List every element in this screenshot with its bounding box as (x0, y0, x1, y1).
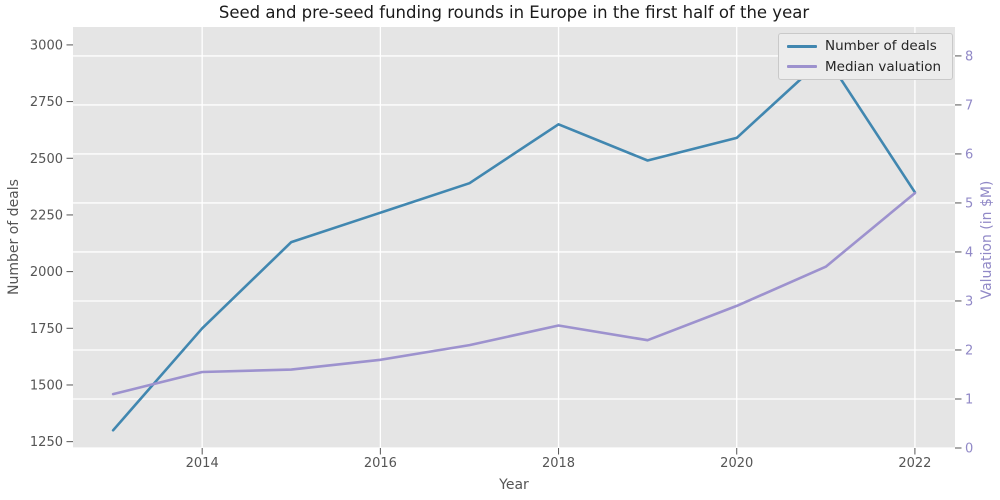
legend-entry-deals: Number of deals (787, 36, 944, 56)
valuation-line-swatch (787, 65, 817, 68)
x-tick-label: 2018 (542, 456, 575, 471)
right-tick-label: 1 (965, 393, 973, 408)
plot-area (73, 27, 955, 448)
deals-line-swatch (787, 45, 817, 48)
right-tick-label: 7 (965, 98, 973, 113)
left-tick-label: 1250 (30, 435, 63, 450)
left-tick-label: 2000 (30, 265, 63, 280)
right-tick-label: 2 (965, 344, 973, 359)
x-tick-label: 2016 (364, 456, 397, 471)
right-tick-label: 0 (965, 442, 973, 457)
right-tick-label: 3 (965, 295, 973, 310)
x-tick-label: 2020 (720, 456, 753, 471)
left-tick-label: 3000 (30, 38, 63, 53)
x-axis-label: Year (499, 477, 529, 493)
left-tick-label: 2500 (30, 152, 63, 167)
legend-label-valuation: Median valuation (825, 58, 942, 75)
legend: Number of deals Median valuation (778, 33, 953, 80)
x-tick-label: 2014 (186, 456, 219, 471)
right-tick-label: 8 (965, 49, 973, 64)
left-tick-label: 1500 (30, 379, 63, 394)
right-tick-label: 6 (965, 147, 973, 162)
right-tick-label: 5 (965, 196, 973, 211)
x-tick-label: 2022 (898, 456, 931, 471)
left-tick-label: 2750 (30, 95, 63, 110)
legend-entry-valuation: Median valuation (787, 57, 944, 77)
left-tick-label: 2250 (30, 208, 63, 223)
legend-label-deals: Number of deals (825, 38, 937, 55)
chart-title: Seed and pre-seed funding rounds in Euro… (218, 3, 810, 22)
right-tick-label: 4 (965, 246, 973, 261)
deals-line (111, 54, 917, 432)
valuation-line (111, 191, 917, 396)
left-tick-label: 1750 (30, 322, 63, 337)
